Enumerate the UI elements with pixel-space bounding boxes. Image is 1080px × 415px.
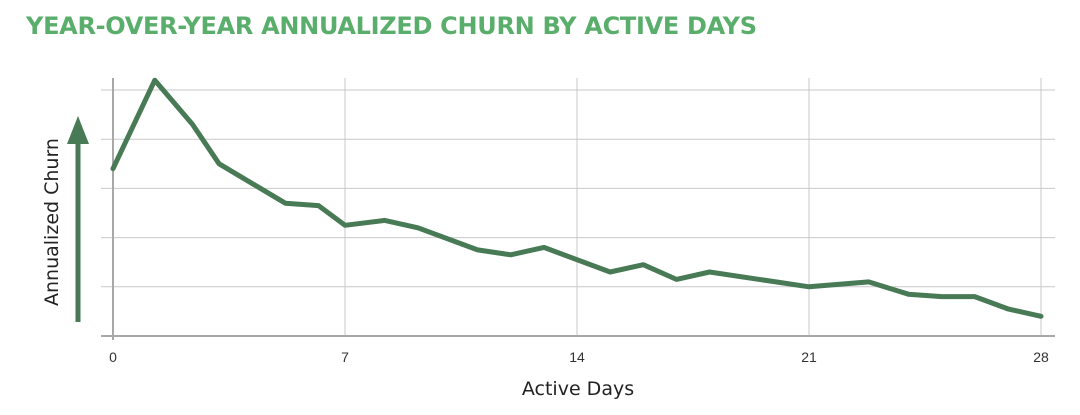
x-tick-label: 7 xyxy=(341,349,349,365)
data-point xyxy=(112,168,114,170)
data-point xyxy=(477,249,479,251)
series-layer xyxy=(110,77,1044,319)
x-tick-label: 14 xyxy=(569,349,585,365)
data-point xyxy=(510,254,512,256)
x-tick-label: 21 xyxy=(801,349,817,365)
data-point xyxy=(344,224,346,226)
data-point xyxy=(808,286,810,288)
series-line xyxy=(110,77,1044,319)
x-tick-labels: 0 7 14 21 28 xyxy=(109,349,1049,365)
data-point xyxy=(543,246,545,248)
x-axis-title: Active Days xyxy=(522,378,634,400)
data-point xyxy=(384,219,386,221)
data-point xyxy=(192,123,194,125)
data-point xyxy=(941,296,943,298)
data-point xyxy=(642,264,644,266)
up-arrow-icon xyxy=(67,116,89,322)
gridlines xyxy=(101,78,1055,336)
axes xyxy=(101,78,1055,340)
data-point xyxy=(1040,315,1042,317)
data-point xyxy=(218,163,220,165)
data-point xyxy=(417,227,419,229)
x-tick-label: 28 xyxy=(1033,349,1049,365)
data-point xyxy=(675,278,677,280)
y-axis-title: Annualized Churn xyxy=(41,138,63,306)
data-point xyxy=(154,79,156,81)
data-point xyxy=(775,281,777,283)
data-point xyxy=(907,293,909,295)
data-point xyxy=(709,271,711,273)
x-tick-label: 0 xyxy=(109,349,117,365)
data-point xyxy=(1007,308,1009,310)
arrow-head xyxy=(67,116,89,144)
data-point xyxy=(317,205,319,207)
data-point xyxy=(284,202,286,204)
data-point xyxy=(609,271,611,273)
chart-title: YEAR-OVER-YEAR ANNUALIZED CHURN BY ACTIV… xyxy=(26,12,757,40)
data-point xyxy=(868,281,870,283)
data-point xyxy=(974,296,976,298)
